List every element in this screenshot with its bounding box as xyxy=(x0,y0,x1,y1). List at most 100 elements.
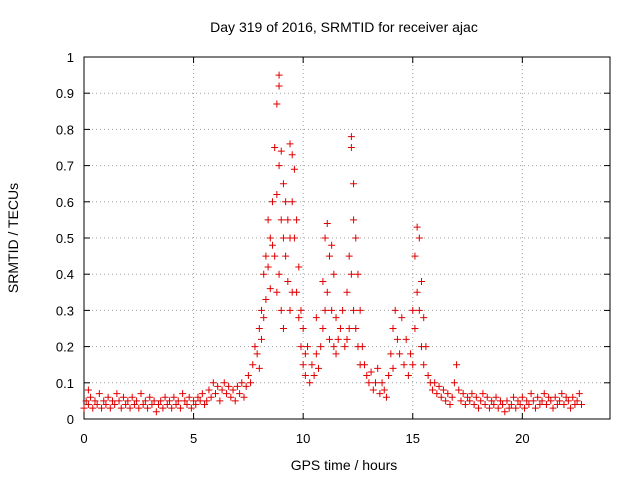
data-point xyxy=(176,404,184,412)
data-point xyxy=(264,263,272,271)
data-point xyxy=(279,180,287,188)
data-point xyxy=(106,404,114,412)
data-point xyxy=(328,306,336,314)
data-point xyxy=(382,393,390,401)
data-point xyxy=(439,386,447,394)
data-point xyxy=(89,404,97,412)
data-point xyxy=(433,390,441,398)
data-point xyxy=(288,198,296,206)
data-point xyxy=(148,401,156,409)
data-point xyxy=(321,306,329,314)
data-point xyxy=(435,382,443,390)
x-tick-label: 0 xyxy=(80,431,87,446)
data-point xyxy=(385,372,393,380)
axis-ticks: 00.10.20.30.40.50.60.70.80.910 5 10 15 20 xyxy=(56,50,610,446)
data-point xyxy=(415,306,423,314)
data-point xyxy=(450,379,458,387)
data-point xyxy=(249,361,257,369)
plot-frame xyxy=(83,56,611,420)
data-point xyxy=(185,393,193,401)
data-point xyxy=(297,343,305,351)
data-point xyxy=(347,270,355,278)
data-point xyxy=(411,325,419,332)
data-point xyxy=(475,404,482,412)
data-point xyxy=(558,390,566,398)
data-point xyxy=(323,288,331,296)
data-point xyxy=(264,216,272,224)
y-tick-label: 0.5 xyxy=(56,231,74,246)
data-point xyxy=(279,325,287,332)
data-point xyxy=(319,325,327,332)
data-point xyxy=(323,220,331,228)
data-point xyxy=(525,401,533,409)
data-point xyxy=(420,314,428,322)
data-point xyxy=(135,404,143,412)
data-point xyxy=(387,350,395,358)
data-point xyxy=(124,397,132,405)
data-point xyxy=(220,379,228,387)
data-point xyxy=(420,361,428,369)
data-series xyxy=(80,71,586,416)
data-point xyxy=(98,404,106,412)
data-point xyxy=(227,393,235,401)
data-point xyxy=(523,397,531,405)
data-point xyxy=(389,325,397,332)
data-point xyxy=(413,223,421,231)
data-point xyxy=(277,306,285,314)
data-point xyxy=(409,361,417,369)
data-point xyxy=(540,390,548,398)
data-point xyxy=(378,379,386,387)
data-point xyxy=(165,397,173,405)
data-point xyxy=(396,350,404,358)
data-point xyxy=(146,393,154,401)
data-point xyxy=(126,404,134,412)
x-tick-label: 10 xyxy=(296,431,310,446)
data-point xyxy=(499,401,507,409)
data-point xyxy=(538,397,546,405)
data-point xyxy=(325,252,333,260)
data-point xyxy=(260,270,268,278)
data-point xyxy=(336,325,344,332)
data-point xyxy=(536,401,544,409)
data-point xyxy=(442,397,450,405)
data-point xyxy=(168,404,176,412)
data-point xyxy=(391,306,399,314)
data-point xyxy=(339,306,347,314)
y-axis-title: SRMTID / TECUs xyxy=(5,183,21,293)
data-point xyxy=(562,393,570,401)
data-point xyxy=(376,390,384,398)
data-point xyxy=(365,379,373,387)
data-point xyxy=(556,397,564,405)
data-point xyxy=(332,314,340,322)
data-point xyxy=(93,401,101,409)
data-point xyxy=(542,401,550,409)
data-point xyxy=(290,234,298,242)
data-point xyxy=(268,198,276,206)
data-point xyxy=(255,364,263,372)
data-point xyxy=(288,151,296,159)
data-point xyxy=(144,404,152,412)
data-point xyxy=(310,372,318,380)
data-point xyxy=(521,404,529,412)
data-point xyxy=(231,397,239,405)
data-point xyxy=(453,361,461,369)
data-point xyxy=(201,401,209,409)
data-point xyxy=(282,198,290,206)
data-point xyxy=(251,343,259,351)
data-point xyxy=(238,379,246,387)
data-point xyxy=(225,382,233,390)
y-tick-label: 0.3 xyxy=(56,303,74,318)
data-point xyxy=(82,397,90,405)
data-point xyxy=(139,401,147,409)
series-srmtid xyxy=(80,71,586,416)
data-point xyxy=(407,350,415,358)
data-point xyxy=(282,252,290,260)
data-point xyxy=(192,401,200,409)
data-point xyxy=(501,408,509,416)
data-point xyxy=(117,404,125,412)
data-point xyxy=(352,234,360,242)
data-point xyxy=(569,393,577,401)
data-point xyxy=(183,401,191,409)
data-point xyxy=(411,252,419,260)
data-point xyxy=(503,397,511,405)
